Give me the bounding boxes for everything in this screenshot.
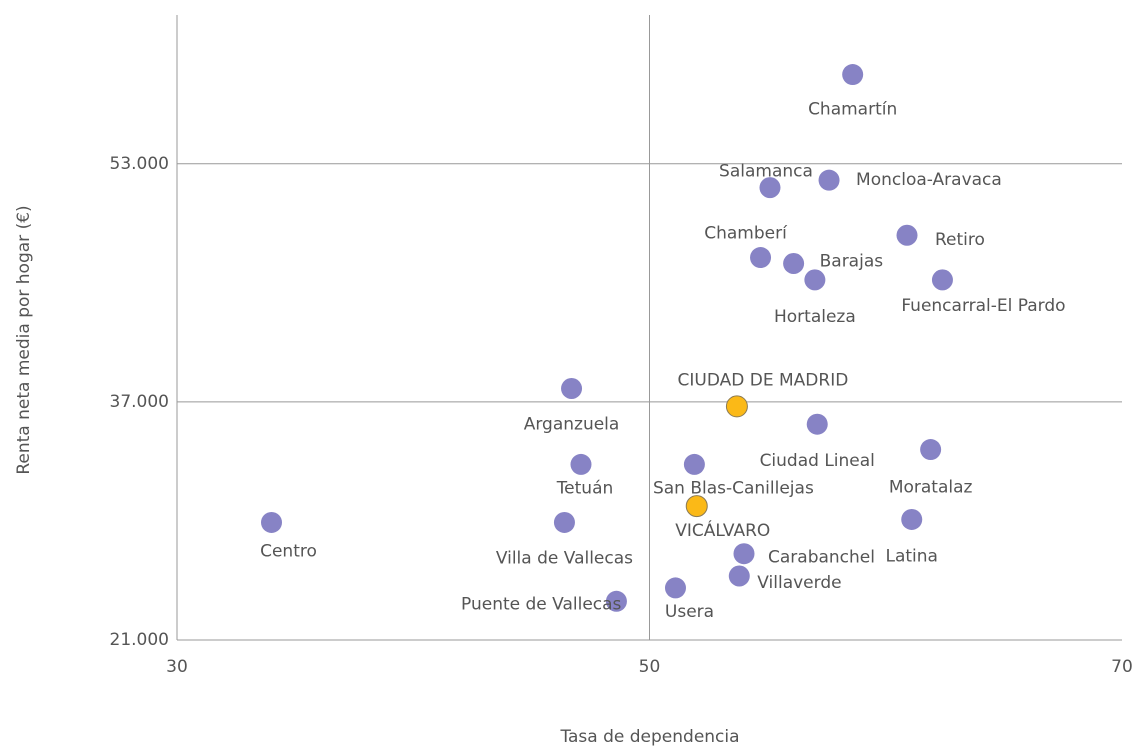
point bbox=[561, 378, 583, 400]
point-label: Salamanca bbox=[719, 162, 813, 182]
point-label: Barajas bbox=[820, 252, 884, 272]
point-label: Carabanchel bbox=[768, 548, 875, 568]
point bbox=[728, 565, 750, 587]
x-tick-label: 70 bbox=[1111, 657, 1133, 677]
point bbox=[725, 395, 748, 418]
point-label: CIUDAD DE MADRID bbox=[678, 370, 849, 390]
point bbox=[901, 508, 923, 530]
point bbox=[570, 453, 592, 475]
point-label: VICÁLVARO bbox=[675, 519, 770, 541]
point bbox=[759, 177, 781, 199]
point-label: Fuencarral-El Pardo bbox=[901, 296, 1065, 316]
point bbox=[553, 511, 575, 533]
point-label: Villa de Vallecas bbox=[496, 548, 633, 568]
point-label: Tetuán bbox=[556, 478, 614, 498]
point bbox=[683, 453, 705, 475]
y-axis-label: Renta neta media por hogar (€) bbox=[14, 205, 34, 474]
point bbox=[750, 247, 772, 269]
point-label: Chamberí bbox=[704, 224, 788, 244]
point-label: Arganzuela bbox=[524, 415, 620, 435]
point bbox=[685, 495, 708, 518]
y-tick-label: 21.000 bbox=[110, 630, 169, 650]
point bbox=[261, 511, 282, 533]
y-tick-label: 37.000 bbox=[110, 392, 169, 412]
point bbox=[664, 577, 686, 599]
point-label: Chamartín bbox=[808, 100, 897, 120]
point-label: Latina bbox=[885, 546, 937, 566]
point-label: Puente de Vallecas bbox=[461, 594, 622, 614]
x-tick-label: 50 bbox=[639, 657, 661, 677]
point bbox=[783, 253, 805, 275]
point bbox=[733, 543, 755, 565]
point bbox=[920, 439, 942, 461]
point-label: Retiro bbox=[935, 230, 985, 250]
point bbox=[806, 413, 828, 435]
point bbox=[842, 64, 864, 86]
point-label: Centro bbox=[260, 541, 317, 561]
point bbox=[605, 590, 627, 612]
point-label: Usera bbox=[665, 602, 714, 622]
point-label: Moncloa-Aravaca bbox=[856, 170, 1002, 190]
point bbox=[896, 224, 918, 246]
point-label: Moratalaz bbox=[889, 478, 973, 498]
x-tick-label: 30 bbox=[166, 657, 188, 677]
y-tick-label: 53.000 bbox=[110, 154, 169, 174]
point-label: Hortaleza bbox=[774, 307, 856, 327]
point bbox=[804, 269, 826, 291]
point bbox=[818, 169, 840, 191]
point-label: Ciudad Lineal bbox=[760, 451, 875, 471]
x-axis-label: Tasa de dependencia bbox=[559, 727, 739, 747]
point-label: Villaverde bbox=[757, 573, 841, 593]
point bbox=[931, 269, 953, 291]
point-label: San Blas-Canillejas bbox=[653, 478, 814, 498]
